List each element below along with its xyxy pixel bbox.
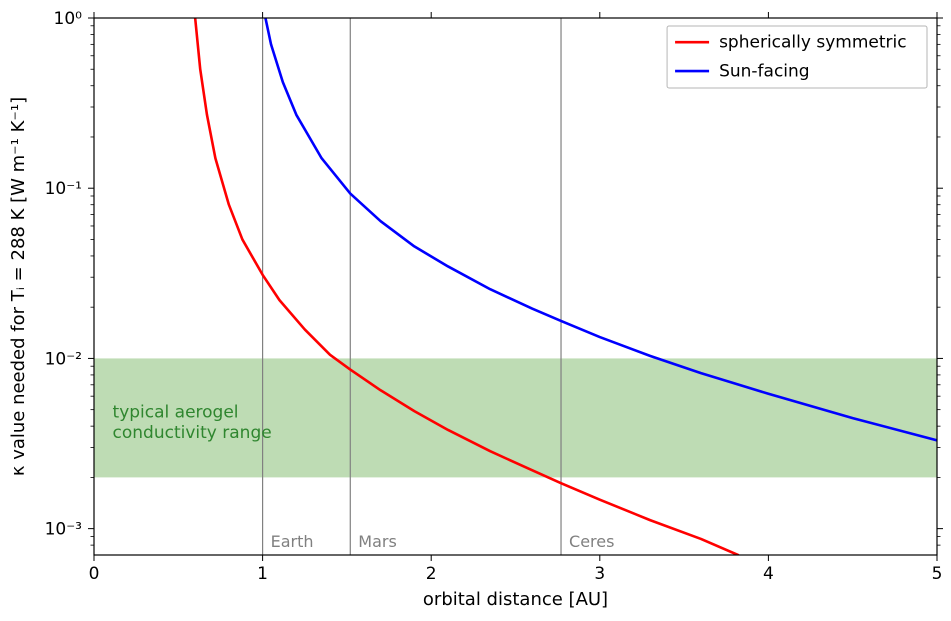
y-tick-label: 10⁻³ — [45, 520, 82, 540]
chart-container: 0 1 2 3 4 5 10⁻³ 10⁻² 10⁻¹ 10⁰ Earth Mars Ceres ty… — [0, 0, 951, 621]
legend-label: spherically symmetric — [719, 33, 907, 53]
vline-label-earth: Earth — [271, 532, 314, 551]
vline-label-ceres: Ceres — [569, 532, 614, 551]
legend-label: Sun-facing — [719, 62, 810, 82]
y-tick-label: 10⁰ — [54, 9, 83, 29]
legend: spherically symmetric Sun-facing — [667, 26, 927, 88]
x-tick-label: 3 — [594, 564, 605, 584]
y-axis-label: κ value needed for Tᵢ = 288 K [W m⁻¹ K⁻¹… — [8, 97, 29, 476]
x-tick-label: 5 — [932, 564, 943, 584]
x-tick-label: 2 — [426, 564, 437, 584]
band-label-line: conductivity range — [113, 423, 272, 443]
x-tick-label: 4 — [763, 564, 774, 584]
x-axis-label: orbital distance [AU] — [423, 589, 608, 610]
x-tick-label: 0 — [89, 564, 100, 584]
plot-background — [0, 0, 951, 621]
y-tick-label: 10⁻¹ — [45, 179, 82, 199]
band-label-line: typical aerogel — [113, 402, 239, 422]
x-tick-label: 1 — [257, 564, 268, 584]
vline-label-mars: Mars — [358, 532, 397, 551]
line-chart: 0 1 2 3 4 5 10⁻³ 10⁻² 10⁻¹ 10⁰ Earth Mars Ceres ty… — [0, 0, 951, 621]
y-tick-label: 10⁻² — [45, 349, 82, 369]
